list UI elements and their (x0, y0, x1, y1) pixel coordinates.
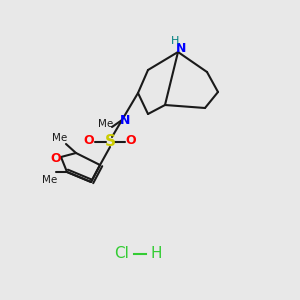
Text: H: H (171, 36, 179, 46)
Text: Cl: Cl (115, 247, 129, 262)
Text: H: H (150, 247, 162, 262)
Text: S: S (104, 134, 116, 149)
Text: O: O (126, 134, 136, 146)
Text: O: O (84, 134, 94, 146)
Text: O: O (51, 152, 61, 164)
Text: Me: Me (52, 133, 68, 143)
Text: Me: Me (42, 175, 58, 185)
Text: N: N (176, 41, 186, 55)
Text: Me: Me (98, 119, 114, 129)
Text: N: N (120, 113, 130, 127)
